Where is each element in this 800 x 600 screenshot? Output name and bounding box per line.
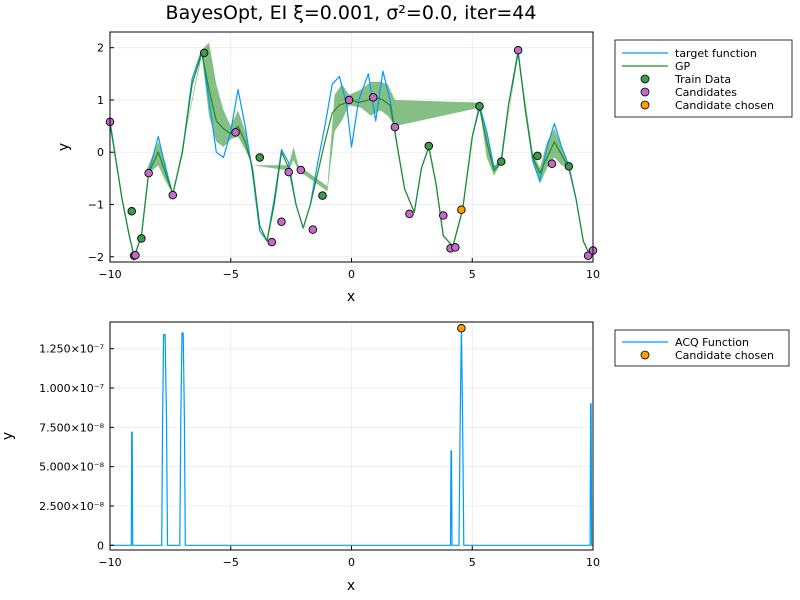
train-data-point [199, 48, 209, 58]
y-tick-label: 5.000×10⁻⁸ [39, 461, 105, 474]
acq-function-line [110, 327, 593, 546]
top-plot-legend: target function GP Train Data Candidates… [614, 39, 793, 118]
top-plot-xlabel: x [347, 289, 355, 305]
candidates-point [267, 237, 277, 247]
legend-train-data-marker [640, 74, 650, 84]
legend-candidate-chosen-marker [640, 100, 650, 110]
train-data-point [255, 153, 264, 162]
bottom-plot-points [457, 324, 466, 333]
y-tick-label: 2 [97, 42, 104, 55]
train-data-point [127, 207, 136, 216]
candidates-point [405, 209, 414, 219]
y-tick-label: 2.500×10⁻⁸ [39, 500, 105, 513]
candidates-point [547, 159, 557, 168]
top-plot-xticks: −10 −5 0 5 10 [98, 258, 600, 281]
top-plot-yticks: −2 −1 0 1 2 [88, 42, 114, 264]
y-tick-label: 7.500×10⁻⁸ [39, 421, 105, 434]
candidates-point [451, 243, 460, 252]
x-tick-label: 10 [586, 268, 600, 281]
y-tick-label: −1 [88, 199, 104, 212]
x-tick-label: −5 [223, 556, 239, 569]
candidates-point [583, 251, 593, 260]
bottom-plot-xticks: −10 −5 0 5 10 [98, 546, 600, 569]
candidate-chosen-point [457, 324, 466, 333]
train-data-point [496, 157, 506, 166]
y-tick-label: 0 [97, 146, 104, 159]
train-data-point [137, 234, 146, 243]
legend-candidate-chosen-label-2: Candidate chosen [675, 349, 774, 362]
bottom-plot-ylabel: y [0, 432, 16, 440]
top-plot-ylabel: y [56, 143, 72, 151]
candidates-point [296, 165, 306, 175]
candidates-point [144, 168, 153, 178]
bottom-plot-series [110, 327, 593, 546]
legend-target-function-label: target function [675, 47, 757, 60]
x-tick-label: 10 [586, 556, 600, 569]
candidates-point [368, 93, 378, 102]
train-data-point [318, 191, 327, 200]
bottom-plot-legend: ACQ Function Candidate chosen [614, 329, 790, 367]
x-tick-label: 5 [469, 268, 476, 281]
legend-candidates-marker [640, 87, 650, 97]
candidates-point [284, 167, 293, 177]
candidates-point [390, 122, 400, 132]
y-tick-label: 1.000×10⁻⁷ [39, 382, 104, 395]
top-plot-title: BayesOpt, EI ξ=0.001, σ²=0.0, iter=44 [166, 2, 537, 24]
x-tick-label: −5 [223, 268, 239, 281]
candidates-point [277, 217, 286, 226]
x-tick-label: 5 [469, 556, 476, 569]
x-tick-label: −10 [98, 556, 121, 569]
candidates-point [439, 211, 448, 220]
legend-candidates-label: Candidates [675, 86, 737, 99]
x-tick-label: 0 [348, 556, 355, 569]
gp-confidence-band [146, 42, 569, 194]
y-tick-label: −2 [88, 251, 104, 264]
gp-uncertainty-band [146, 42, 569, 194]
legend-candidate-chosen-marker-2 [640, 350, 650, 360]
candidates-point [131, 250, 140, 260]
legend-train-data-label: Train Data [674, 73, 731, 86]
candidate-chosen-point [457, 205, 466, 214]
bottom-plot-grid [109, 322, 594, 550]
bottom-plot: −10 −5 0 5 10 0 2.500×10⁻⁸ 5.000×10⁻⁸ 7.500×10⁻… [0, 321, 790, 594]
top-plot: BayesOpt, EI ξ=0.001, σ²=0.0, iter=44 −1… [56, 2, 793, 305]
y-tick-label: 0 [97, 539, 104, 552]
candidates-point [344, 95, 354, 105]
candidates-point [308, 225, 318, 234]
bottom-plot-yticks: 0 2.500×10⁻⁸ 5.000×10⁻⁸ 7.500×10⁻⁸ 1.000×10⁻… [39, 343, 114, 552]
y-tick-label: 1.250×10⁻⁷ [39, 343, 104, 356]
legend-gp-label: GP [675, 60, 691, 73]
top-plot-points [105, 46, 598, 260]
train-data-point [533, 151, 542, 161]
x-tick-label: 0 [348, 268, 355, 281]
bottom-plot-xlabel: x [347, 578, 355, 594]
candidates-point [231, 128, 240, 137]
legend-candidate-chosen-label: Candidate chosen [675, 99, 774, 112]
legend-acq-function-label: ACQ Function [675, 336, 749, 349]
train-data-point [424, 141, 434, 151]
bottom-legend-box [614, 329, 790, 367]
y-tick-label: 1 [97, 94, 104, 107]
candidates-point [513, 46, 523, 55]
train-data-point [564, 162, 574, 171]
x-tick-label: −10 [98, 268, 121, 281]
candidates-point [168, 190, 178, 200]
train-data-point [475, 101, 484, 111]
